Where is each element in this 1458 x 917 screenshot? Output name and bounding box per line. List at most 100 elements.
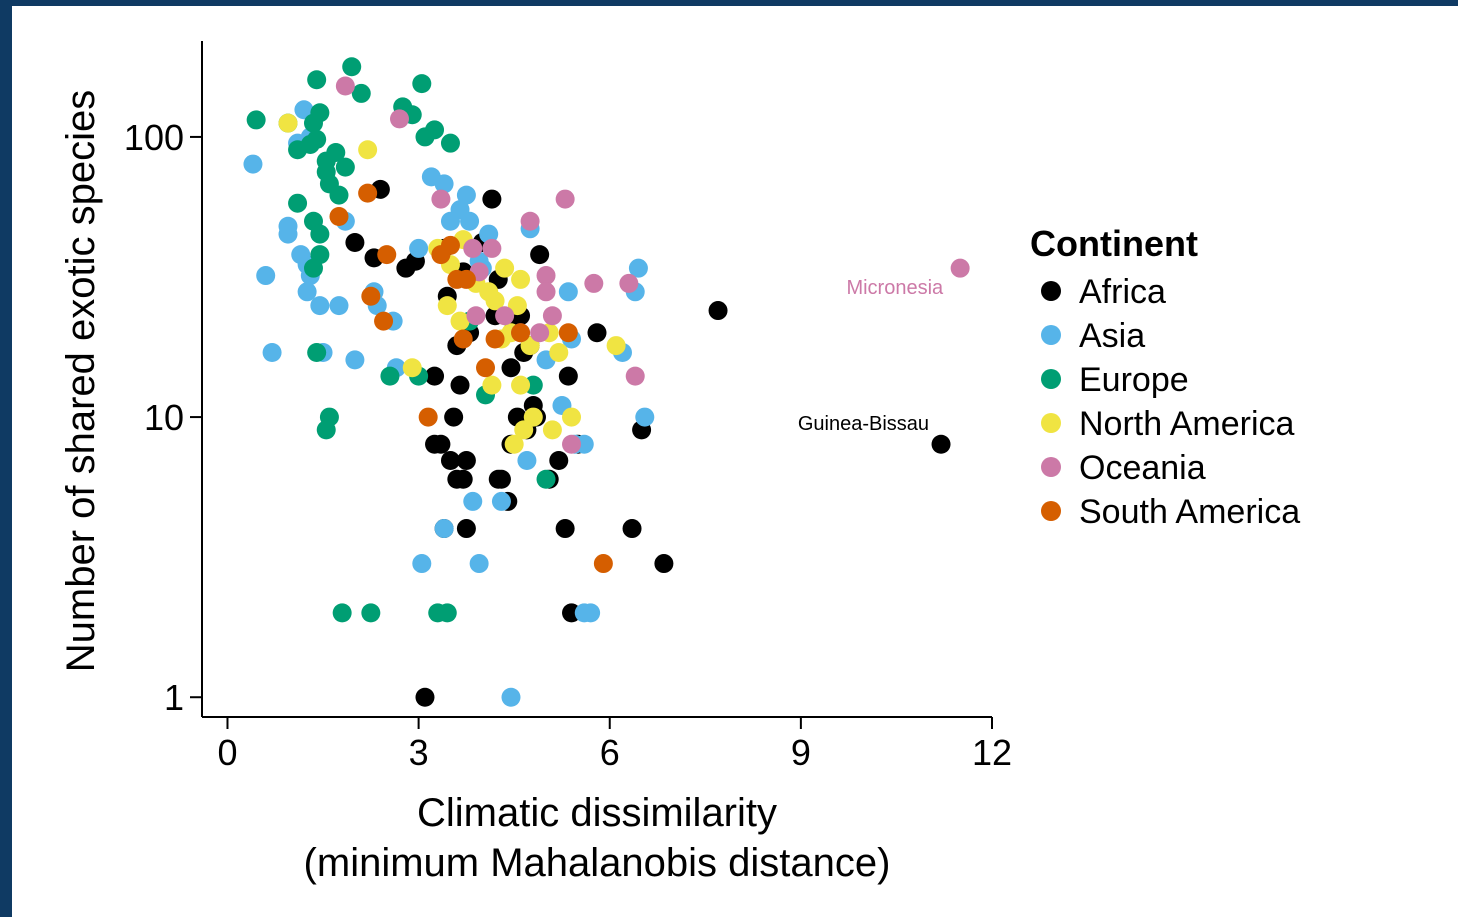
data-point-asia: [329, 296, 349, 316]
data-point-oceania: [536, 266, 556, 286]
data-point-europe: [332, 603, 352, 623]
data-point-africa: [558, 366, 578, 386]
data-point-oceania: [463, 238, 483, 258]
legend-swatch: [1041, 325, 1061, 345]
data-point-asia: [412, 554, 432, 574]
data-point-north-america: [514, 420, 534, 440]
data-point-europe: [307, 70, 327, 90]
y-tick-label: 10: [144, 397, 184, 438]
legend-item-label: South America: [1079, 493, 1300, 531]
chart-frame: 0 3 6 9 12 1 10 100 Climatic dissimilarity (mi…: [12, 6, 1458, 917]
y-tick-label: 1: [164, 677, 184, 718]
data-point-south-america: [476, 358, 496, 378]
data-point-oceania: [542, 306, 562, 326]
data-point-africa: [456, 450, 476, 470]
data-point-oceania: [950, 258, 970, 278]
data-point-south-america: [418, 407, 438, 427]
data-point-oceania: [520, 211, 540, 231]
data-point-asia: [491, 491, 511, 511]
data-point-europe: [437, 603, 457, 623]
data-point-asia: [501, 687, 521, 707]
data-point-oceania: [619, 273, 639, 293]
data-point-north-america: [542, 420, 562, 440]
data-point-africa: [425, 366, 445, 386]
scatter-chart: 0 3 6 9 12 1 10 100 Climatic dissimilarity (mi…: [59, 41, 1300, 885]
data-point-africa: [415, 687, 435, 707]
legend-item-label: Asia: [1079, 317, 1145, 355]
data-point-africa: [587, 323, 607, 343]
legend: Continent Africa Asia Europe North America O…: [1030, 223, 1300, 531]
data-point-asia: [297, 282, 317, 302]
data-point-africa: [450, 375, 470, 395]
data-point-north-america: [437, 296, 457, 316]
data-point-africa: [453, 469, 473, 489]
data-point-north-america: [549, 343, 569, 363]
data-point-africa: [622, 519, 642, 539]
data-point-africa: [708, 301, 728, 321]
data-point-africa: [482, 189, 502, 209]
legend-item-label: North America: [1079, 405, 1294, 443]
data-point-south-america: [329, 206, 349, 226]
data-point-asia: [409, 238, 429, 258]
data-point-africa: [549, 450, 569, 470]
data-point-asia: [278, 224, 298, 244]
data-point-asia: [456, 185, 476, 205]
data-point-asia: [434, 519, 454, 539]
legend-items: Africa Asia Europe North America Oceania Sout…: [1041, 273, 1300, 531]
data-point-asia: [469, 554, 489, 574]
data-point-north-america: [495, 258, 515, 278]
axes-layer: 0 3 6 9 12 1 10 100 Climatic dissimilarity (mi…: [59, 41, 1012, 885]
annotation-label: Guinea-Bissau: [798, 413, 929, 435]
data-point-oceania: [482, 238, 502, 258]
data-point-south-america: [456, 269, 476, 289]
data-point-asia: [262, 343, 282, 363]
data-point-asia: [345, 350, 365, 370]
data-point-north-america: [507, 296, 527, 316]
legend-swatch: [1041, 457, 1061, 477]
x-ticks: 0 3 6 9 12: [217, 717, 1012, 773]
data-point-north-america: [606, 336, 626, 356]
legend-title: Continent: [1030, 223, 1198, 264]
data-point-asia: [460, 211, 480, 231]
data-point-asia: [463, 491, 483, 511]
data-point-north-america: [278, 113, 298, 133]
data-point-oceania: [625, 366, 645, 386]
data-point-africa: [555, 519, 575, 539]
legend-item-label: Oceania: [1079, 449, 1206, 487]
annotation-label: Micronesia: [846, 277, 944, 299]
legend-swatch: [1041, 369, 1061, 389]
data-point-south-america: [374, 311, 394, 331]
data-point-asia: [517, 450, 537, 470]
data-point-north-america: [450, 311, 470, 331]
data-point-north-america: [504, 434, 524, 454]
data-point-north-america: [358, 140, 378, 160]
x-tick-label: 0: [217, 732, 237, 773]
x-tick-label: 9: [791, 732, 811, 773]
data-point-asia: [628, 258, 648, 278]
data-point-south-america: [593, 554, 613, 574]
data-point-africa: [654, 554, 674, 574]
data-point-africa: [456, 519, 476, 539]
data-point-africa: [931, 434, 951, 454]
data-point-europe: [288, 193, 308, 213]
data-point-europe: [307, 129, 327, 149]
x-axis-label-line2: (minimum Mahalanobis distance): [304, 841, 891, 885]
data-point-europe: [310, 103, 330, 123]
data-point-europe: [246, 110, 266, 130]
y-axis-label: Number of shared exotic species: [59, 90, 103, 673]
data-point-south-america: [485, 329, 505, 349]
data-point-europe: [307, 343, 327, 363]
data-point-south-america: [558, 323, 578, 343]
data-point-europe: [342, 57, 362, 77]
data-point-europe: [425, 120, 445, 140]
data-point-south-america: [453, 329, 473, 349]
data-point-africa: [444, 407, 464, 427]
legend-swatch: [1041, 501, 1061, 521]
data-point-oceania: [562, 434, 582, 454]
data-point-africa: [440, 450, 460, 470]
legend-swatch: [1041, 281, 1061, 301]
data-point-africa: [488, 469, 508, 489]
data-point-oceania: [390, 109, 409, 129]
data-point-north-america: [402, 358, 422, 378]
legend-item-label: Europe: [1079, 361, 1189, 399]
